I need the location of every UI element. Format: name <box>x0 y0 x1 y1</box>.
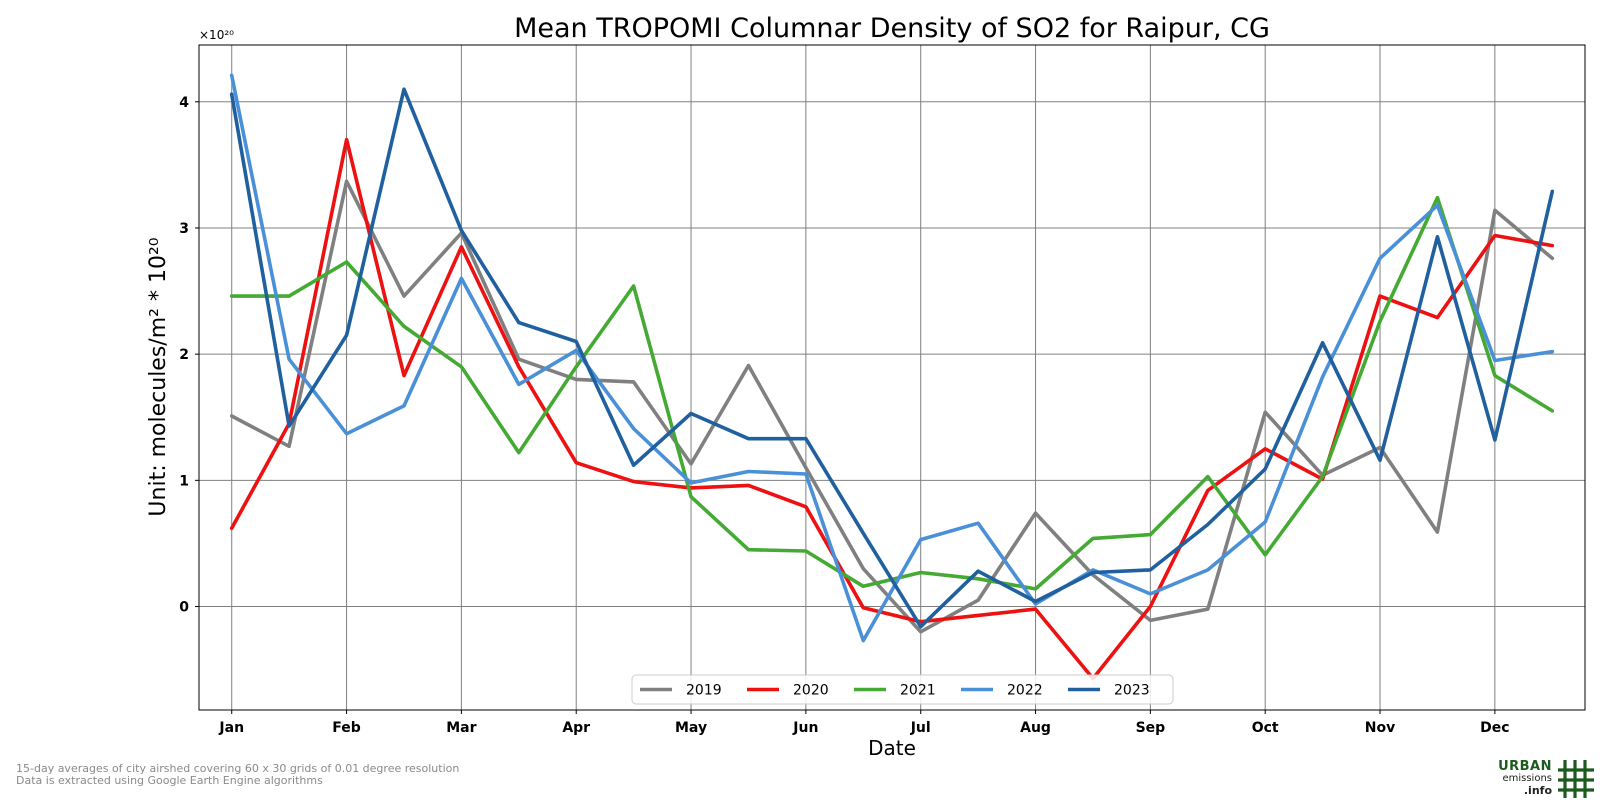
x-tick-label: Feb <box>332 720 361 736</box>
logo-text-info: .info <box>1523 784 1552 797</box>
y-tick-label: 3 <box>179 221 189 237</box>
x-tick-label: Jun <box>792 720 818 736</box>
y-tick-label: 0 <box>179 600 189 616</box>
footnote-line-2: Data is extracted using Google Earth Eng… <box>16 774 323 787</box>
legend-box <box>631 674 1174 705</box>
chart-title: Mean TROPOMI Columnar Density of SO2 for… <box>514 13 1270 44</box>
x-tick-label: May <box>675 720 707 736</box>
footnote-line-1: 15-day averages of city airshed covering… <box>16 762 460 775</box>
series-line-2021 <box>229 195 1555 591</box>
legend-label-2022: 2022 <box>1007 683 1043 699</box>
legend-label-2019: 2019 <box>686 683 722 699</box>
x-tick-label: Jul <box>910 720 931 736</box>
y-tick-label: 1 <box>179 473 189 489</box>
x-axis-label: Date <box>868 736 916 760</box>
x-tick-label: Dec <box>1480 720 1509 736</box>
axis-ticks: Jan Feb Mar Apr May Jun Jul Aug Sep Oct Nov Dec 0 1 2 3… <box>179 95 1509 736</box>
x-tick-label: Oct <box>1252 720 1279 736</box>
x-tick-label: Mar <box>446 720 476 736</box>
legend-label-2020: 2020 <box>793 683 829 699</box>
series-line-2023 <box>229 87 1555 629</box>
y-tick-label: 2 <box>179 347 189 363</box>
grid-lines <box>199 45 1585 710</box>
series-line-2022 <box>229 73 1555 643</box>
urban-emissions-logo: URBAN emissions .info <box>1466 758 1594 798</box>
x-tick-label: Nov <box>1365 720 1395 736</box>
logo-text-emissions: emissions <box>1502 773 1552 784</box>
x-tick-label: Jan <box>218 720 244 736</box>
logo-grid-icon <box>1558 760 1594 798</box>
y-tick-label: 4 <box>179 95 189 111</box>
x-tick-label: Apr <box>562 720 590 736</box>
plot-frame <box>198 44 1586 711</box>
legend-label-2021: 2021 <box>900 683 936 699</box>
legend: 2019 2020 2021 2022 2023 <box>631 674 1174 705</box>
series-line-2019 <box>229 179 1555 634</box>
legend-label-2023: 2023 <box>1114 683 1150 699</box>
logo-text-urban: URBAN <box>1498 759 1552 774</box>
x-tick-label: Aug <box>1020 720 1051 736</box>
y-multiplier-label: ×10²⁰ <box>199 28 234 42</box>
x-tick-label: Sep <box>1136 720 1166 736</box>
series-lines <box>229 73 1555 681</box>
y-axis-label: Unit: molecules/m² * 10²⁰ <box>146 237 171 516</box>
